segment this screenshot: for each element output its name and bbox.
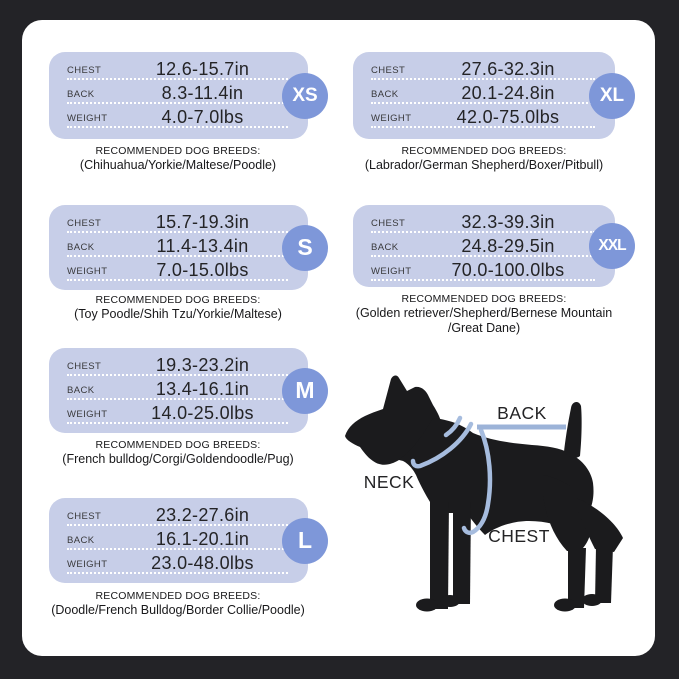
chest-label: CHEST bbox=[67, 361, 102, 372]
diagram-back-label: BACK bbox=[497, 403, 547, 423]
dog-measure-diagram: BACK NECK CHEST bbox=[340, 360, 675, 660]
size-badge-xxl: XXL bbox=[589, 223, 635, 269]
weight-label: WEIGHT bbox=[67, 559, 108, 570]
weight-label: WEIGHT bbox=[67, 113, 108, 124]
back-label: BACK bbox=[67, 385, 95, 396]
breeds-block-xs: RECOMMENDED DOG BREEDS: (Chihuahua/Yorki… bbox=[28, 145, 328, 173]
back-row: BACK 8.3-11.4in bbox=[67, 82, 288, 104]
back-label: BACK bbox=[371, 242, 399, 253]
breeds-title: RECOMMENDED DOG BREEDS: bbox=[95, 294, 261, 306]
harness-shoulder-strap-icon bbox=[443, 415, 463, 438]
chest-row: CHEST 23.2-27.6in bbox=[67, 504, 288, 526]
chest-row: CHEST 19.3-23.2in bbox=[67, 354, 288, 376]
breeds-line: (Toy Poodle/Shih Tzu/Yorkie/Maltese) bbox=[74, 307, 282, 321]
weight-value: 70.0-100.0lbs bbox=[451, 260, 565, 280]
size-card-xl: CHEST 27.6-32.3in BACK 20.1-24.8in WEIGH… bbox=[353, 52, 635, 139]
breeds-block-s: RECOMMENDED DOG BREEDS: (Toy Poodle/Shih… bbox=[28, 294, 328, 322]
breeds-line: /Great Dane) bbox=[447, 321, 521, 335]
harness-straps-icon bbox=[410, 415, 493, 536]
size-badge-xs: XS bbox=[282, 72, 328, 119]
harness-chest-strap-icon bbox=[461, 427, 493, 536]
breeds-block-xl: RECOMMENDED DOG BREEDS: (Labrador/German… bbox=[333, 145, 635, 173]
diagram-neck-label: NECK bbox=[364, 472, 415, 492]
weight-label: WEIGHT bbox=[67, 266, 108, 277]
chest-value: 27.6-32.3in bbox=[461, 59, 555, 79]
size-card-m: CHEST 19.3-23.2in BACK 13.4-16.1in WEIGH… bbox=[49, 348, 328, 433]
weight-row: WEIGHT 42.0-75.0lbs bbox=[371, 106, 595, 128]
chest-value: 32.3-39.3in bbox=[461, 212, 555, 232]
breeds-line: (Labrador/German Shepherd/Boxer/Pitbull) bbox=[364, 158, 604, 172]
size-card-s: CHEST 15.7-19.3in BACK 11.4-13.4in WEIGH… bbox=[49, 205, 328, 290]
back-label: BACK bbox=[371, 89, 399, 100]
back-value: 20.1-24.8in bbox=[461, 83, 555, 103]
back-row: BACK 24.8-29.5in bbox=[371, 235, 595, 257]
weight-value: 7.0-15.0lbs bbox=[156, 260, 249, 280]
weight-row: WEIGHT 23.0-48.0lbs bbox=[67, 552, 288, 574]
chest-value: 12.6-15.7in bbox=[155, 59, 250, 79]
weight-row: WEIGHT 14.0-25.0lbs bbox=[67, 402, 288, 424]
back-value: 11.4-13.4in bbox=[156, 236, 249, 256]
back-label: BACK bbox=[67, 242, 95, 253]
breeds-block-m: RECOMMENDED DOG BREEDS: (French bulldog/… bbox=[28, 439, 328, 467]
weight-value: 23.0-48.0lbs bbox=[151, 553, 254, 573]
chest-label: CHEST bbox=[67, 65, 102, 76]
back-value: 24.8-29.5in bbox=[461, 236, 555, 256]
chest-value: 15.7-19.3in bbox=[155, 212, 250, 232]
back-row: BACK 13.4-16.1in bbox=[67, 378, 288, 400]
breeds-line: (Doodle/French Bulldog/Border Collie/Poo… bbox=[51, 603, 305, 617]
size-badge-xl: XL bbox=[589, 72, 635, 119]
back-value: 16.1-20.1in bbox=[155, 529, 250, 549]
weight-value: 4.0-7.0lbs bbox=[161, 107, 244, 127]
chest-label: CHEST bbox=[371, 218, 406, 229]
chest-row: CHEST 27.6-32.3in bbox=[371, 58, 595, 80]
weight-value: 42.0-75.0lbs bbox=[456, 107, 560, 127]
chest-value: 19.3-23.2in bbox=[155, 355, 250, 375]
chest-row: CHEST 32.3-39.3in bbox=[371, 211, 595, 233]
size-card-xs: CHEST 12.6-15.7in BACK 8.3-11.4in WEIGHT… bbox=[49, 52, 328, 139]
back-row: BACK 20.1-24.8in bbox=[371, 82, 595, 104]
weight-row: WEIGHT 70.0-100.0lbs bbox=[371, 259, 595, 281]
size-card-xxl: CHEST 32.3-39.3in BACK 24.8-29.5in WEIGH… bbox=[353, 205, 635, 287]
breeds-block-l: RECOMMENDED DOG BREEDS: (Doodle/French B… bbox=[28, 590, 328, 618]
chest-label: CHEST bbox=[67, 218, 102, 229]
breeds-block-xxl: RECOMMENDED DOG BREEDS: (Golden retrieve… bbox=[333, 293, 635, 335]
weight-row: WEIGHT 7.0-15.0lbs bbox=[67, 259, 288, 281]
breeds-title: RECOMMENDED DOG BREEDS: bbox=[95, 590, 261, 602]
weight-row: WEIGHT 4.0-7.0lbs bbox=[67, 106, 288, 128]
size-card-l: CHEST 23.2-27.6in BACK 16.1-20.1in WEIGH… bbox=[49, 498, 328, 583]
breeds-line: (Chihuahua/Yorkie/Maltese/Poodle) bbox=[79, 158, 277, 172]
weight-label: WEIGHT bbox=[371, 113, 412, 124]
chest-label: CHEST bbox=[371, 65, 406, 76]
weight-label: WEIGHT bbox=[371, 266, 412, 277]
breeds-line: (Golden retriever/Shepherd/Bernese Mount… bbox=[355, 306, 613, 320]
breeds-title: RECOMMENDED DOG BREEDS: bbox=[401, 293, 567, 305]
size-badge-m: M bbox=[282, 367, 328, 414]
dog-silhouette-icon bbox=[345, 375, 623, 612]
chest-row: CHEST 12.6-15.7in bbox=[67, 58, 288, 80]
back-label: BACK bbox=[67, 89, 95, 100]
diagram-chest-label: CHEST bbox=[488, 526, 550, 546]
breeds-title: RECOMMENDED DOG BREEDS: bbox=[95, 145, 261, 157]
back-label: BACK bbox=[67, 535, 95, 546]
weight-value: 14.0-25.0lbs bbox=[151, 403, 254, 423]
chest-row: CHEST 15.7-19.3in bbox=[67, 211, 288, 233]
weight-label: WEIGHT bbox=[67, 409, 108, 420]
harness-neck-strap-icon bbox=[410, 421, 474, 469]
size-badge-s: S bbox=[282, 224, 328, 271]
chest-value: 23.2-27.6in bbox=[155, 505, 250, 525]
chest-label: CHEST bbox=[67, 511, 102, 522]
back-row: BACK 16.1-20.1in bbox=[67, 528, 288, 550]
back-row: BACK 11.4-13.4in bbox=[67, 235, 288, 257]
size-badge-l: L bbox=[282, 517, 328, 564]
breeds-title: RECOMMENDED DOG BREEDS: bbox=[95, 439, 261, 451]
back-value: 13.4-16.1in bbox=[155, 379, 250, 399]
breeds-line: (French bulldog/Corgi/Goldendoodle/Pug) bbox=[62, 452, 294, 466]
back-value: 8.3-11.4in bbox=[161, 83, 244, 103]
breeds-title: RECOMMENDED DOG BREEDS: bbox=[401, 145, 567, 157]
